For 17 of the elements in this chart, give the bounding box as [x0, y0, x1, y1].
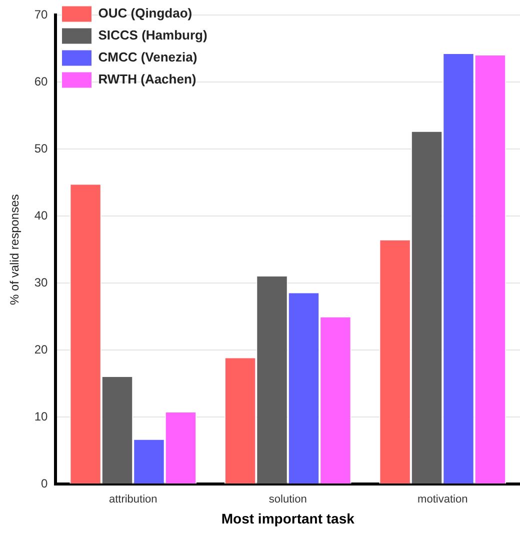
- x-tick-label: attribution: [108, 494, 158, 506]
- legend-label: SICCS (Hamburg): [98, 28, 208, 43]
- y-tick-label: 60: [34, 74, 48, 88]
- y-tick-label: 10: [34, 409, 48, 424]
- y-axis-title: % of valid responses: [8, 194, 22, 305]
- y-tick-label: 50: [34, 141, 48, 156]
- y-tick-label: 70: [34, 8, 48, 22]
- y-tick-label: 20: [34, 342, 48, 356]
- legend-label: CMCC (Venezia): [98, 50, 198, 65]
- y-tick-label: 40: [34, 208, 48, 222]
- y-tick-label: 30: [34, 275, 48, 290]
- x-tick-label: motivation: [418, 494, 468, 506]
- y-tick-label: 0: [41, 476, 48, 490]
- legend-label: RWTH (Aachen): [98, 72, 196, 87]
- x-axis-title: Most important task: [221, 510, 355, 526]
- legend-label: OUC (Qingdao): [98, 6, 192, 21]
- x-tick-label: solution: [268, 494, 307, 506]
